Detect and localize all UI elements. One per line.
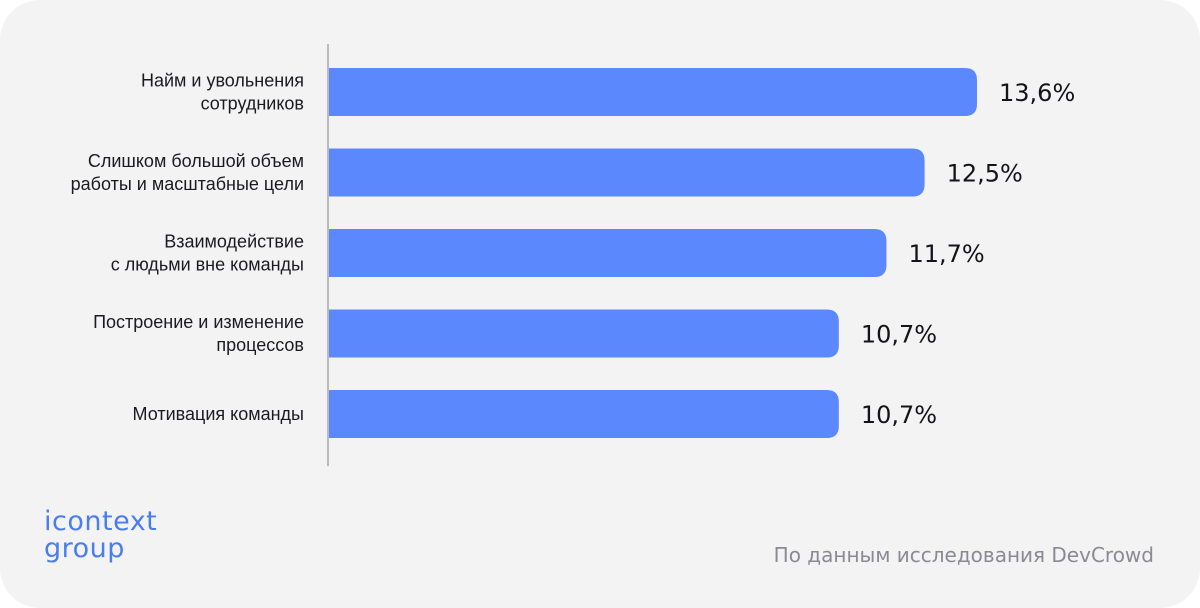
category-label-2-line-2: работы и масштабные цели (71, 174, 304, 194)
value-label-2: 12,5% (947, 160, 1023, 188)
category-label-2: Слишком большой объем работы и масштабные… (71, 151, 304, 194)
icontext-group-logo: icontext group (44, 508, 204, 568)
category-label-5-line-1: Мотивация команды (133, 404, 304, 424)
category-label-3-line-2: с людьми вне команды (111, 255, 304, 275)
category-label-4-line-2: процессов (216, 335, 304, 355)
logo-text-line1: icontext (44, 506, 158, 537)
category-label-1-line-2: сотрудников (201, 94, 304, 114)
bar-5 (329, 390, 839, 438)
bar-1 (329, 68, 977, 116)
category-label-2-line-1: Слишком большой объем (88, 151, 304, 171)
value-label-1: 13,6% (999, 79, 1075, 107)
category-label-5: Мотивация команды (133, 404, 304, 424)
category-label-1: Найм и увольнения сотрудников (141, 71, 304, 114)
value-label-4: 10,7% (861, 321, 937, 349)
bar-4 (329, 309, 839, 358)
bars-group (329, 68, 977, 438)
category-label-3-line-1: Взаимодействие (164, 232, 304, 252)
value-label-3: 11,7% (908, 240, 984, 268)
bar-2 (329, 148, 925, 197)
category-label-4-line-1: Построение и изменение (93, 312, 304, 332)
value-label-5: 10,7% (861, 401, 937, 429)
category-label-3: Взаимодействие с людьми вне команды (111, 232, 304, 275)
logo-text-line2: group (44, 533, 125, 564)
category-labels-group: Найм и увольнения сотрудников Слишком боль… (71, 71, 304, 425)
source-note: По данным исследования DevCrowd (773, 543, 1154, 567)
category-label-1-line-1: Найм и увольнения (141, 71, 304, 91)
value-labels-group: 13,6% 12,5% 11,7% 10,7% 10,7% (861, 79, 1075, 429)
bar-3 (329, 229, 887, 277)
category-label-4: Построение и изменение процессов (93, 312, 304, 355)
